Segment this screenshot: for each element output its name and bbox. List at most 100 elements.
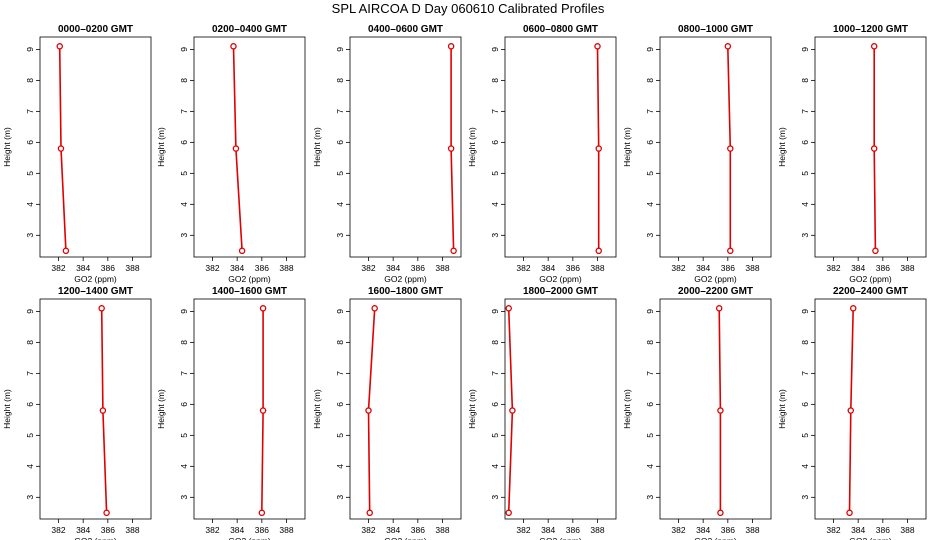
- data-point: [594, 43, 601, 50]
- panel: 0200–0400 GMT 382 384 386 388 3 4 5 6 7 8 9 GO2 (ppm…: [156, 24, 306, 284]
- x-tick-label: 382: [671, 263, 685, 273]
- y-tick-label: 9: [179, 309, 189, 314]
- x-tick-label: 388: [745, 263, 759, 273]
- x-tick-label: 388: [745, 525, 759, 535]
- plot-frame: [504, 298, 617, 520]
- x-tick-label: 382: [51, 525, 65, 535]
- y-tick-label: 6: [179, 402, 189, 407]
- y-tick-label: 8: [25, 78, 35, 83]
- x-tick-label: 388: [279, 525, 293, 535]
- figure-title: SPL AIRCOA D Day 060610 Calibrated Profi…: [332, 1, 605, 16]
- panel-title: 1800–2000 GMT: [523, 286, 598, 297]
- y-tick-label: 6: [800, 402, 810, 407]
- y-tick-label: 4: [179, 202, 189, 207]
- data-point: [57, 145, 65, 152]
- x-tick-label: 384: [541, 263, 555, 273]
- y-axis-label: Height (m): [2, 389, 12, 429]
- y-tick-label: 8: [490, 78, 500, 83]
- y-tick-label: 6: [335, 140, 345, 145]
- plot-frame: [193, 298, 306, 520]
- y-tick-label: 5: [645, 171, 655, 176]
- y-tick-label: 6: [179, 140, 189, 145]
- data-point: [727, 145, 734, 152]
- plot-frame: [39, 298, 152, 520]
- plot-frame: [659, 298, 772, 520]
- panel-title: 1600–1800 GMT: [368, 286, 443, 297]
- y-tick-label: 3: [179, 495, 189, 500]
- panel-title: 1200–1400 GMT: [58, 286, 133, 297]
- x-tick-label: 384: [386, 263, 400, 273]
- x-tick-label: 382: [671, 525, 685, 535]
- panel: 0000–0200 GMT 382 384 386 388 3 4 5 6 7 8 9 GO2 (ppm…: [2, 24, 152, 284]
- x-tick-label: 384: [76, 525, 90, 535]
- x-tick-label: 384: [230, 525, 244, 535]
- y-tick-label: 9: [645, 47, 655, 52]
- y-tick-label: 4: [800, 202, 810, 207]
- y-tick-label: 8: [800, 340, 810, 345]
- panel-title: 1400–1600 GMT: [212, 286, 287, 297]
- x-tick-label: 388: [435, 525, 449, 535]
- y-tick-label: 7: [25, 109, 35, 114]
- data-point: [365, 407, 372, 414]
- y-tick-label: 5: [800, 433, 810, 438]
- y-tick-label: 9: [490, 309, 500, 314]
- y-tick-label: 8: [645, 340, 655, 345]
- panel-title: 2200–2400 GMT: [833, 286, 908, 297]
- data-point: [509, 407, 516, 414]
- plot-frame: [39, 36, 152, 258]
- panel: 1200–1400 GMT 382 384 386 388 3 4 5 6 7 8 9 GO2 (ppm…: [2, 286, 152, 540]
- data-point: [595, 247, 602, 255]
- data-point: [447, 145, 455, 152]
- y-axis-label: Height (m): [467, 127, 477, 167]
- data-point: [870, 43, 878, 50]
- data-point: [846, 509, 853, 517]
- y-axis-label: Height (m): [777, 127, 787, 167]
- x-axis-label: GO2 (ppm): [384, 274, 427, 284]
- panel: 1000–1200 GMT 382 384 386 388 3 4 5 6 7 8 9 GO2 (ppm…: [777, 24, 927, 284]
- y-axis-label: Height (m): [467, 389, 477, 429]
- data-point: [870, 145, 878, 152]
- x-axis-label: GO2 (ppm): [694, 274, 737, 284]
- panel-title: 0200–0400 GMT: [212, 24, 287, 35]
- y-tick-label: 9: [335, 47, 345, 52]
- y-tick-label: 4: [490, 202, 500, 207]
- data-point: [259, 407, 267, 414]
- x-tick-label: 388: [125, 263, 139, 273]
- data-point: [715, 305, 723, 312]
- y-tick-label: 9: [25, 309, 35, 314]
- y-tick-label: 9: [490, 47, 500, 52]
- panel-title: 2000–2200 GMT: [678, 286, 753, 297]
- data-point: [103, 509, 110, 517]
- y-tick-label: 4: [490, 464, 500, 469]
- x-tick-label: 386: [721, 525, 735, 535]
- y-tick-label: 5: [179, 433, 189, 438]
- y-tick-label: 7: [490, 109, 500, 114]
- y-tick-label: 3: [490, 495, 500, 500]
- data-point: [849, 305, 857, 312]
- plot-frame: [193, 36, 306, 258]
- x-tick-label: 384: [386, 525, 400, 535]
- y-tick-label: 8: [179, 340, 189, 345]
- y-tick-label: 4: [335, 202, 345, 207]
- y-tick-label: 8: [800, 78, 810, 83]
- data-point: [717, 509, 724, 517]
- panel: 1800–2000 GMT 382 384 386 388 3 4 5 6 7 8 9 GO2 (ppm…: [467, 286, 617, 540]
- x-tick-label: 388: [435, 263, 449, 273]
- x-axis-label: GO2 (ppm): [694, 536, 737, 540]
- panel: 1600–1800 GMT 382 384 386 388 3 4 5 6 7 8 9 GO2 (ppm…: [312, 286, 462, 540]
- y-tick-label: 6: [645, 402, 655, 407]
- data-point: [595, 145, 602, 152]
- x-axis-label: GO2 (ppm): [74, 274, 117, 284]
- panel: 2000–2200 GMT 382 384 386 388 3 4 5 6 7 8 9 GO2 (ppm…: [622, 286, 772, 540]
- data-point: [259, 305, 267, 312]
- data-point: [872, 247, 879, 255]
- y-tick-label: 7: [335, 371, 345, 376]
- plot-frame: [349, 298, 462, 520]
- y-tick-label: 8: [179, 78, 189, 83]
- x-tick-label: 382: [51, 263, 65, 273]
- data-point: [366, 509, 373, 517]
- x-tick-label: 382: [361, 263, 375, 273]
- y-tick-label: 5: [25, 171, 35, 176]
- plot-frame: [349, 36, 462, 258]
- data-point: [447, 43, 455, 50]
